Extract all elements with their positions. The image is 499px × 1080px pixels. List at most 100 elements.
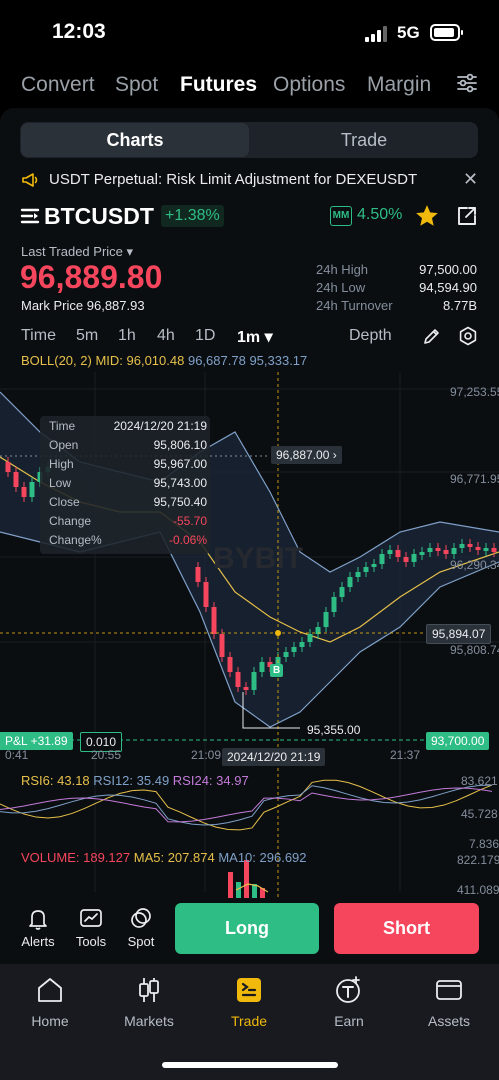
tooltip-row: Low 95,743.00 <box>49 476 207 490</box>
cursor-price-tag: 95,894.07 <box>426 624 492 644</box>
boll-indicator: BOLL(20, 2) MID: 96,010.48 96,687.78 95,… <box>21 353 308 368</box>
candle-body <box>435 548 441 551</box>
tab-trade[interactable]: Trade <box>340 130 388 150</box>
entry-price-tag: 93,700.00 <box>426 732 490 750</box>
x-axis-label: 20:55 <box>91 748 122 762</box>
volume-bar <box>244 860 249 898</box>
candle-body <box>291 647 297 652</box>
home-icon[interactable] <box>35 975 65 1005</box>
megaphone-icon <box>22 173 38 187</box>
candle-body <box>371 564 377 567</box>
low-mark-line <box>242 692 300 729</box>
trade-icon[interactable] <box>234 975 264 1005</box>
volume-bar <box>228 872 233 898</box>
tab-charts[interactable]: Charts <box>106 130 164 150</box>
announcement-text[interactable]: USDT Perpetual: Risk Limit Adjustment fo… <box>49 171 418 188</box>
watermark: BYBIT <box>213 542 303 575</box>
stat-value: 8.77B <box>443 298 477 313</box>
star-icon[interactable] <box>414 203 440 229</box>
tf-1m[interactable]: 1m ▾ <box>237 329 273 346</box>
tooltip-row: Time 2024/12/20 21:19 <box>49 419 207 433</box>
close-icon[interactable]: ✕ <box>463 169 479 189</box>
tf-depth[interactable]: Depth <box>349 327 392 344</box>
product-tabs: Convert Spot Futures Options Margin <box>0 64 499 108</box>
tab-margin[interactable]: Margin <box>367 73 432 96</box>
buy-marker[interactable]: B <box>270 664 284 677</box>
share-icon[interactable] <box>456 205 478 227</box>
candle-body <box>29 482 35 497</box>
spot-label[interactable]: Spot <box>127 934 155 949</box>
axis-label: 96,290.34 <box>450 558 499 572</box>
pencil-icon[interactable] <box>422 326 442 346</box>
candle-body <box>227 657 233 672</box>
long-button[interactable]: Long <box>175 903 319 954</box>
candle-body <box>211 607 217 634</box>
tools-icon[interactable] <box>78 906 104 932</box>
candle-body <box>379 554 385 564</box>
last-price-label[interactable]: Last Traded Price ▾ <box>21 244 134 259</box>
alerts-label[interactable]: Alerts <box>21 934 55 949</box>
sliders-icon[interactable] <box>456 72 478 94</box>
pair-symbol[interactable]: BTCUSDT <box>44 203 154 229</box>
position-qty-tag[interactable]: 0.010 <box>80 732 123 752</box>
candle-body <box>419 552 425 555</box>
pair-change: +1.38% <box>161 205 224 227</box>
candle-body <box>403 557 409 562</box>
nav-markets[interactable]: Markets <box>124 1013 174 1029</box>
nav-home[interactable]: Home <box>31 1013 69 1029</box>
candle-body <box>243 687 249 690</box>
candle-body <box>475 547 481 550</box>
candle-body <box>355 572 361 577</box>
tab-spot[interactable]: Spot <box>115 73 159 96</box>
candle-body <box>203 582 209 607</box>
gear-icon[interactable] <box>458 326 478 346</box>
nav-earn[interactable]: Earn <box>334 1013 364 1029</box>
axis-label: 411.089 <box>457 883 499 897</box>
axis-label: 97,253.55 <box>450 385 499 399</box>
x-axis-label: 21:37 <box>390 748 421 762</box>
candle-body <box>323 612 329 627</box>
nav-trade[interactable]: Trade <box>230 1013 268 1029</box>
candle-body <box>339 587 345 597</box>
battery-icon <box>430 24 463 41</box>
tf-1d[interactable]: 1D <box>195 327 216 344</box>
axis-label: 96,771.95 <box>450 472 499 486</box>
spot-icon[interactable] <box>128 906 154 932</box>
candle-body <box>491 548 497 552</box>
home-indicator[interactable] <box>162 1062 338 1068</box>
candle-body <box>443 550 449 554</box>
tf-time[interactable]: Time <box>21 327 56 344</box>
candle-body <box>219 634 225 657</box>
tab-options[interactable]: Options <box>273 73 346 96</box>
stat-label: 24h High <box>316 262 369 277</box>
tooltip-row: High 95,967.00 <box>49 457 207 471</box>
earn-icon[interactable] <box>334 975 364 1005</box>
tab-convert[interactable]: Convert <box>21 73 95 96</box>
markets-icon[interactable] <box>134 975 164 1005</box>
candle-body <box>299 642 305 647</box>
candle-body <box>21 487 27 497</box>
ohlc-tooltip: Time 2024/12/20 21:19 Open 95,806.10 High 9… <box>40 416 210 554</box>
pnl-tag[interactable]: P&L +31.89 <box>0 732 73 750</box>
candle-body <box>331 597 337 612</box>
rsi6-line <box>0 779 493 831</box>
tf-5m[interactable]: 5m <box>76 327 99 344</box>
axis-label: 83.621 <box>461 774 498 788</box>
candle-body <box>363 567 369 572</box>
menu-icon[interactable] <box>20 206 40 226</box>
axis-label: 45.728 <box>461 807 498 821</box>
nav-assets[interactable]: Assets <box>427 1013 470 1029</box>
tf-4h[interactable]: 4h <box>157 327 175 344</box>
short-button[interactable]: Short <box>334 903 479 954</box>
tab-futures[interactable]: Futures <box>180 73 258 96</box>
mm-rate[interactable]: 4.50% <box>357 206 403 223</box>
tools-label[interactable]: Tools <box>75 934 107 949</box>
tf-1h[interactable]: 1h <box>118 327 136 344</box>
assets-icon[interactable] <box>434 975 464 1005</box>
candle-body <box>307 634 313 642</box>
bell-icon[interactable] <box>25 906 51 932</box>
signal-icon <box>365 26 389 42</box>
crosshair-dot <box>275 630 281 636</box>
candle-body <box>13 472 19 487</box>
cross-price-tag[interactable]: 96,887.00 › <box>271 446 342 464</box>
